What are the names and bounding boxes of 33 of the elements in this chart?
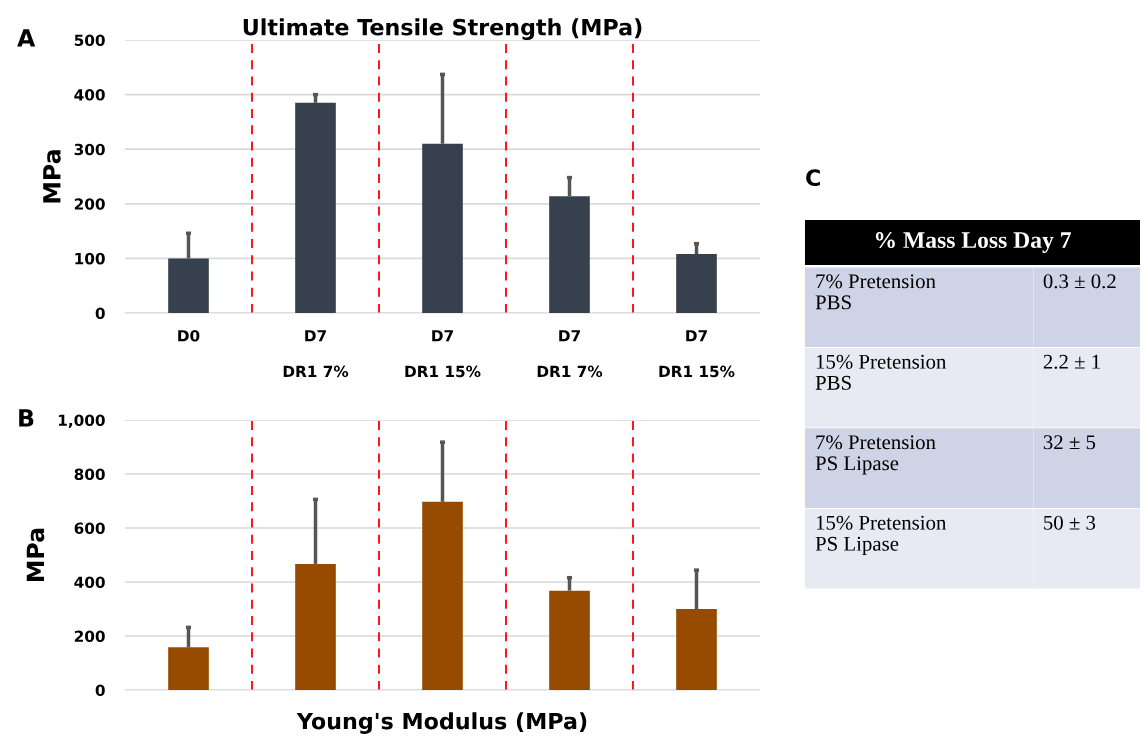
category-label: 7% Pretension PS Lipase [815, 435, 936, 475]
category-label: 7% Pretension PBS [815, 274, 936, 310]
y-tick-label: 0 [95, 684, 105, 697]
y-tick-label: 300 [74, 143, 105, 156]
x-tick-label: D0 [178, 329, 200, 342]
y-tick-label: 200 [74, 630, 105, 643]
category-label: D7 DR1 15% [659, 330, 735, 378]
category-label: D7 DR1 15% [405, 330, 481, 378]
y-tick-label: 100 [75, 252, 105, 265]
y-tick-label: 200 [74, 198, 105, 210]
x-axis-title: Young's Modulus (MPa) [296, 712, 587, 734]
y-tick-label: 600 [74, 522, 105, 535]
y-tick-label: 500 [74, 34, 105, 47]
y-tick-label: 0 [95, 307, 105, 320]
y-axis-title: MPa [26, 528, 45, 581]
category-label: D7 DR1 7% [283, 330, 349, 378]
y-tick-label: 400 [74, 89, 105, 101]
category-label: 15% Pretension PS Lipase [815, 515, 947, 556]
text: 2.2 ± 1 [1043, 354, 1100, 369]
text: 0.3 ± 0.2 [1043, 274, 1116, 289]
text: % Mass Loss Day 7 [875, 232, 1071, 253]
text: 50 ± 3 [1044, 515, 1096, 530]
chart-title: Ultimate Tensile Strength (MPa) [243, 18, 642, 40]
text: B [19, 409, 34, 427]
y-tick-label: 1,000 [58, 414, 105, 428]
y-tick-label: 400 [74, 576, 105, 589]
category-label: D7 DR1 7% [537, 330, 603, 378]
text: C [806, 169, 820, 187]
text: 32 ± 5 [1043, 435, 1096, 450]
y-tick-label: 800 [74, 468, 105, 481]
y-axis-title: MPa [43, 150, 61, 203]
category-label: 15% Pretension PBS [815, 354, 947, 390]
text: A [17, 29, 36, 47]
